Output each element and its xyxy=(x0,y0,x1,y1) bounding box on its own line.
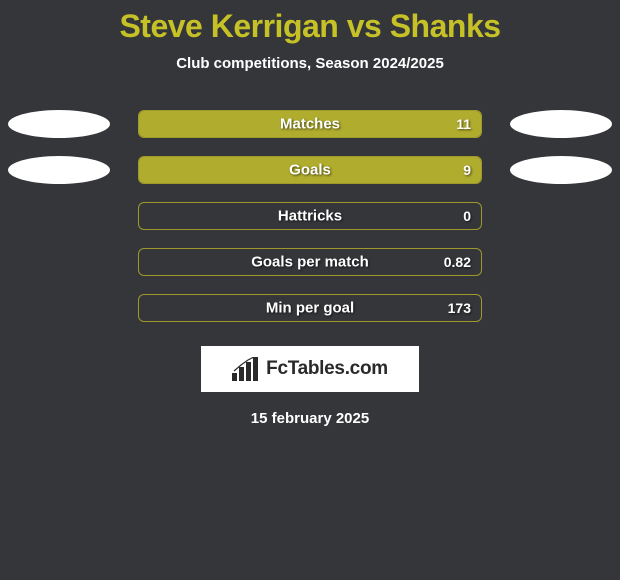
stat-value: 0.82 xyxy=(444,254,471,270)
bar-chart-icon xyxy=(232,357,260,381)
stat-row: Hattricks 0 xyxy=(0,202,620,230)
stat-row: Matches 11 xyxy=(0,110,620,138)
left-oval-spacer xyxy=(8,202,110,230)
brand-badge: FcTables.com xyxy=(201,346,419,392)
comparison-card: Steve Kerrigan vs Shanks Club competitio… xyxy=(0,0,620,427)
stat-label: Hattricks xyxy=(278,208,342,225)
right-oval-spacer xyxy=(510,202,612,230)
stat-rows: Matches 11 Goals 9 Hattricks 0 Goals per match… xyxy=(0,110,620,322)
stat-label: Matches xyxy=(280,116,340,133)
stat-row: Goals per match 0.82 xyxy=(0,248,620,276)
right-oval-marker xyxy=(510,110,612,138)
stat-value: 173 xyxy=(448,300,471,316)
stat-row: Goals 9 xyxy=(0,156,620,184)
stat-label: Goals per match xyxy=(251,254,369,271)
left-oval-marker xyxy=(8,110,110,138)
stat-label: Min per goal xyxy=(266,300,354,317)
stat-value: 0 xyxy=(463,208,471,224)
stat-bar: Goals per match 0.82 xyxy=(138,248,482,276)
left-oval-spacer xyxy=(8,294,110,322)
stat-value: 11 xyxy=(456,116,471,132)
stat-bar: Min per goal 173 xyxy=(138,294,482,322)
subtitle: Club competitions, Season 2024/2025 xyxy=(0,55,620,72)
left-oval-spacer xyxy=(8,248,110,276)
right-oval-spacer xyxy=(510,294,612,322)
stat-bar: Matches 11 xyxy=(138,110,482,138)
brand-text: FcTables.com xyxy=(266,358,388,380)
stat-bar: Goals 9 xyxy=(138,156,482,184)
stat-bar: Hattricks 0 xyxy=(138,202,482,230)
stat-value: 9 xyxy=(463,162,471,178)
stat-label: Goals xyxy=(289,162,331,179)
right-oval-marker xyxy=(510,156,612,184)
stat-row: Min per goal 173 xyxy=(0,294,620,322)
right-oval-spacer xyxy=(510,248,612,276)
page-title: Steve Kerrigan vs Shanks xyxy=(0,8,620,45)
left-oval-marker xyxy=(8,156,110,184)
date-label: 15 february 2025 xyxy=(0,410,620,427)
